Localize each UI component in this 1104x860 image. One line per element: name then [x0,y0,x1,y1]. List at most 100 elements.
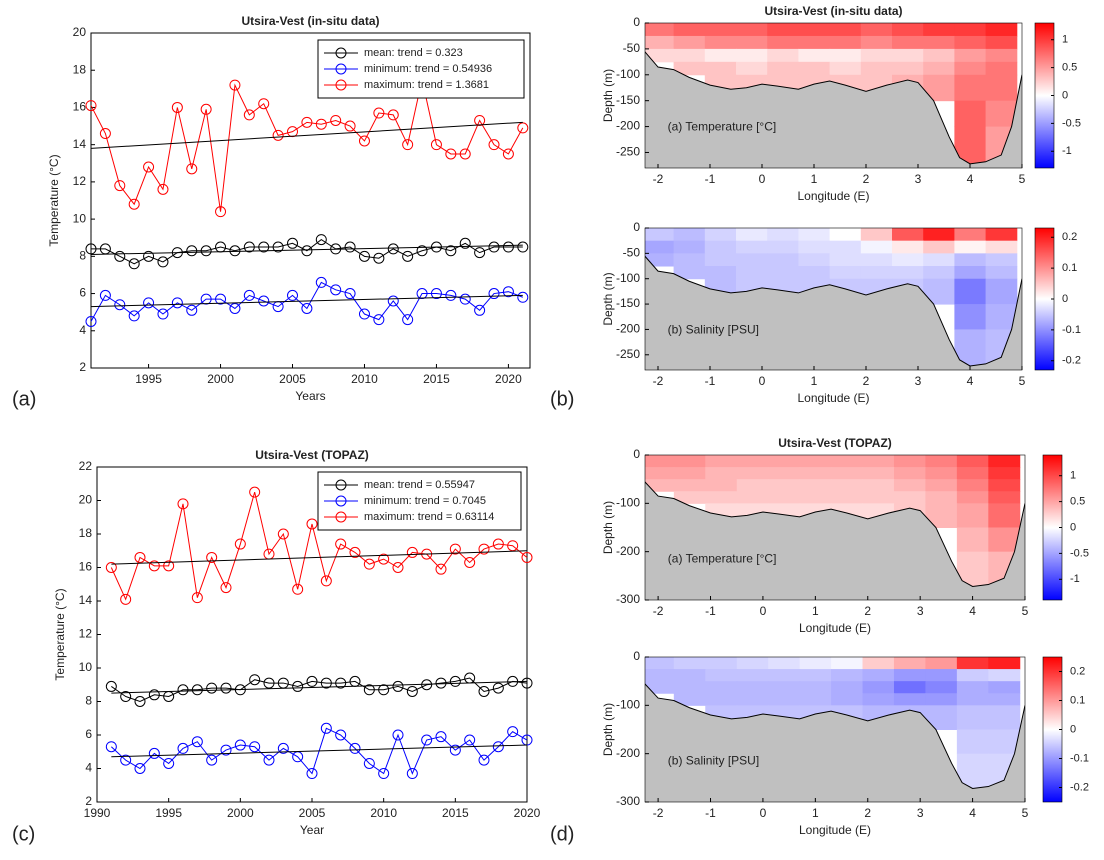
x-tick-label: 2 [864,604,871,618]
x-tick-label: 3 [915,172,922,186]
cell [767,48,799,63]
y-tick-label: -100 [616,271,640,285]
cell [768,479,801,492]
data-point [229,79,241,91]
x-tick-label: 2000 [227,806,254,820]
colorbar-tick-label: -1 [1070,573,1080,585]
x-tick-label: 4 [969,806,976,820]
data-point [378,684,390,696]
data-point [292,583,304,595]
x-axis-label: Longitude (E) [799,621,871,635]
cell [893,693,926,706]
cell [862,479,895,492]
cell [645,228,675,242]
cell [705,657,738,670]
data-point [143,161,155,173]
y-tick-label: 16 [79,560,93,574]
cell [705,693,738,706]
panel-label: (d) [550,823,574,845]
data-point [363,757,375,769]
data-point [330,284,342,296]
data-point [114,250,126,262]
data-point [220,744,232,756]
cell [799,669,832,682]
data-point [206,551,218,563]
data-point [191,684,203,696]
cell [956,455,989,468]
x-tick-label: 2000 [207,372,234,386]
colorbar-tick-label: -0.5 [1070,547,1089,559]
y-tick-label: 22 [79,459,93,473]
y-axis-label: Depth (m) [601,501,615,554]
x-tick-label: 2005 [279,372,306,386]
cell [798,228,831,242]
data-point [301,116,313,128]
cell [704,240,737,254]
cell [860,253,893,267]
cell [767,228,799,242]
data-point [249,741,261,753]
trend-line [90,121,523,149]
data-point [315,276,327,288]
x-tick-label: 5 [1022,806,1029,820]
cell [925,479,958,492]
cell [736,266,768,280]
data-point [335,729,347,741]
data-point [306,768,318,780]
cell [923,35,955,50]
data-point [287,289,299,301]
data-point [492,741,504,753]
data-point [120,690,132,702]
cell [893,479,926,492]
data-point [416,288,428,300]
data-point [492,682,504,694]
data-point [163,757,175,769]
cell [956,503,989,528]
cell [705,491,738,504]
cell [705,479,738,492]
data-point [263,754,275,766]
y-tick-label: -200 [616,544,640,558]
cell [923,240,955,254]
data-point [171,297,183,309]
x-tick-label: 1 [812,604,819,618]
seabed-line [645,683,1025,789]
data-point [320,677,332,689]
cell [954,61,987,76]
cell [768,491,801,504]
data-point [435,677,447,689]
cell [799,693,832,706]
data-point [258,241,270,253]
cell [954,240,987,254]
data-point [272,241,284,253]
cell [705,455,738,468]
data-point [320,722,332,734]
data-point [191,592,203,604]
data-point [315,118,327,130]
cell [954,228,987,242]
colorbar-tick-label: -0.2 [1062,355,1081,367]
legend-marker [335,63,347,75]
seabed-line [645,481,1025,587]
trend-line [90,244,523,255]
data-point [229,302,241,314]
cell [798,253,831,267]
cell [923,228,955,242]
y-tick-label: 8 [85,694,92,708]
cell [798,48,831,63]
x-tick-label: -1 [705,604,716,618]
data-point [306,518,318,530]
cell [956,681,989,694]
cell [673,669,706,682]
data-point [517,122,529,134]
data-point [301,245,313,257]
data-point [134,696,146,707]
cell [673,693,706,706]
legend-marker [335,79,347,91]
y-tick-label: -50 [623,41,641,55]
cell [704,35,737,50]
data-point [488,139,500,151]
cell [829,266,862,280]
colorbar-tick-label: 0.5 [1070,496,1085,508]
